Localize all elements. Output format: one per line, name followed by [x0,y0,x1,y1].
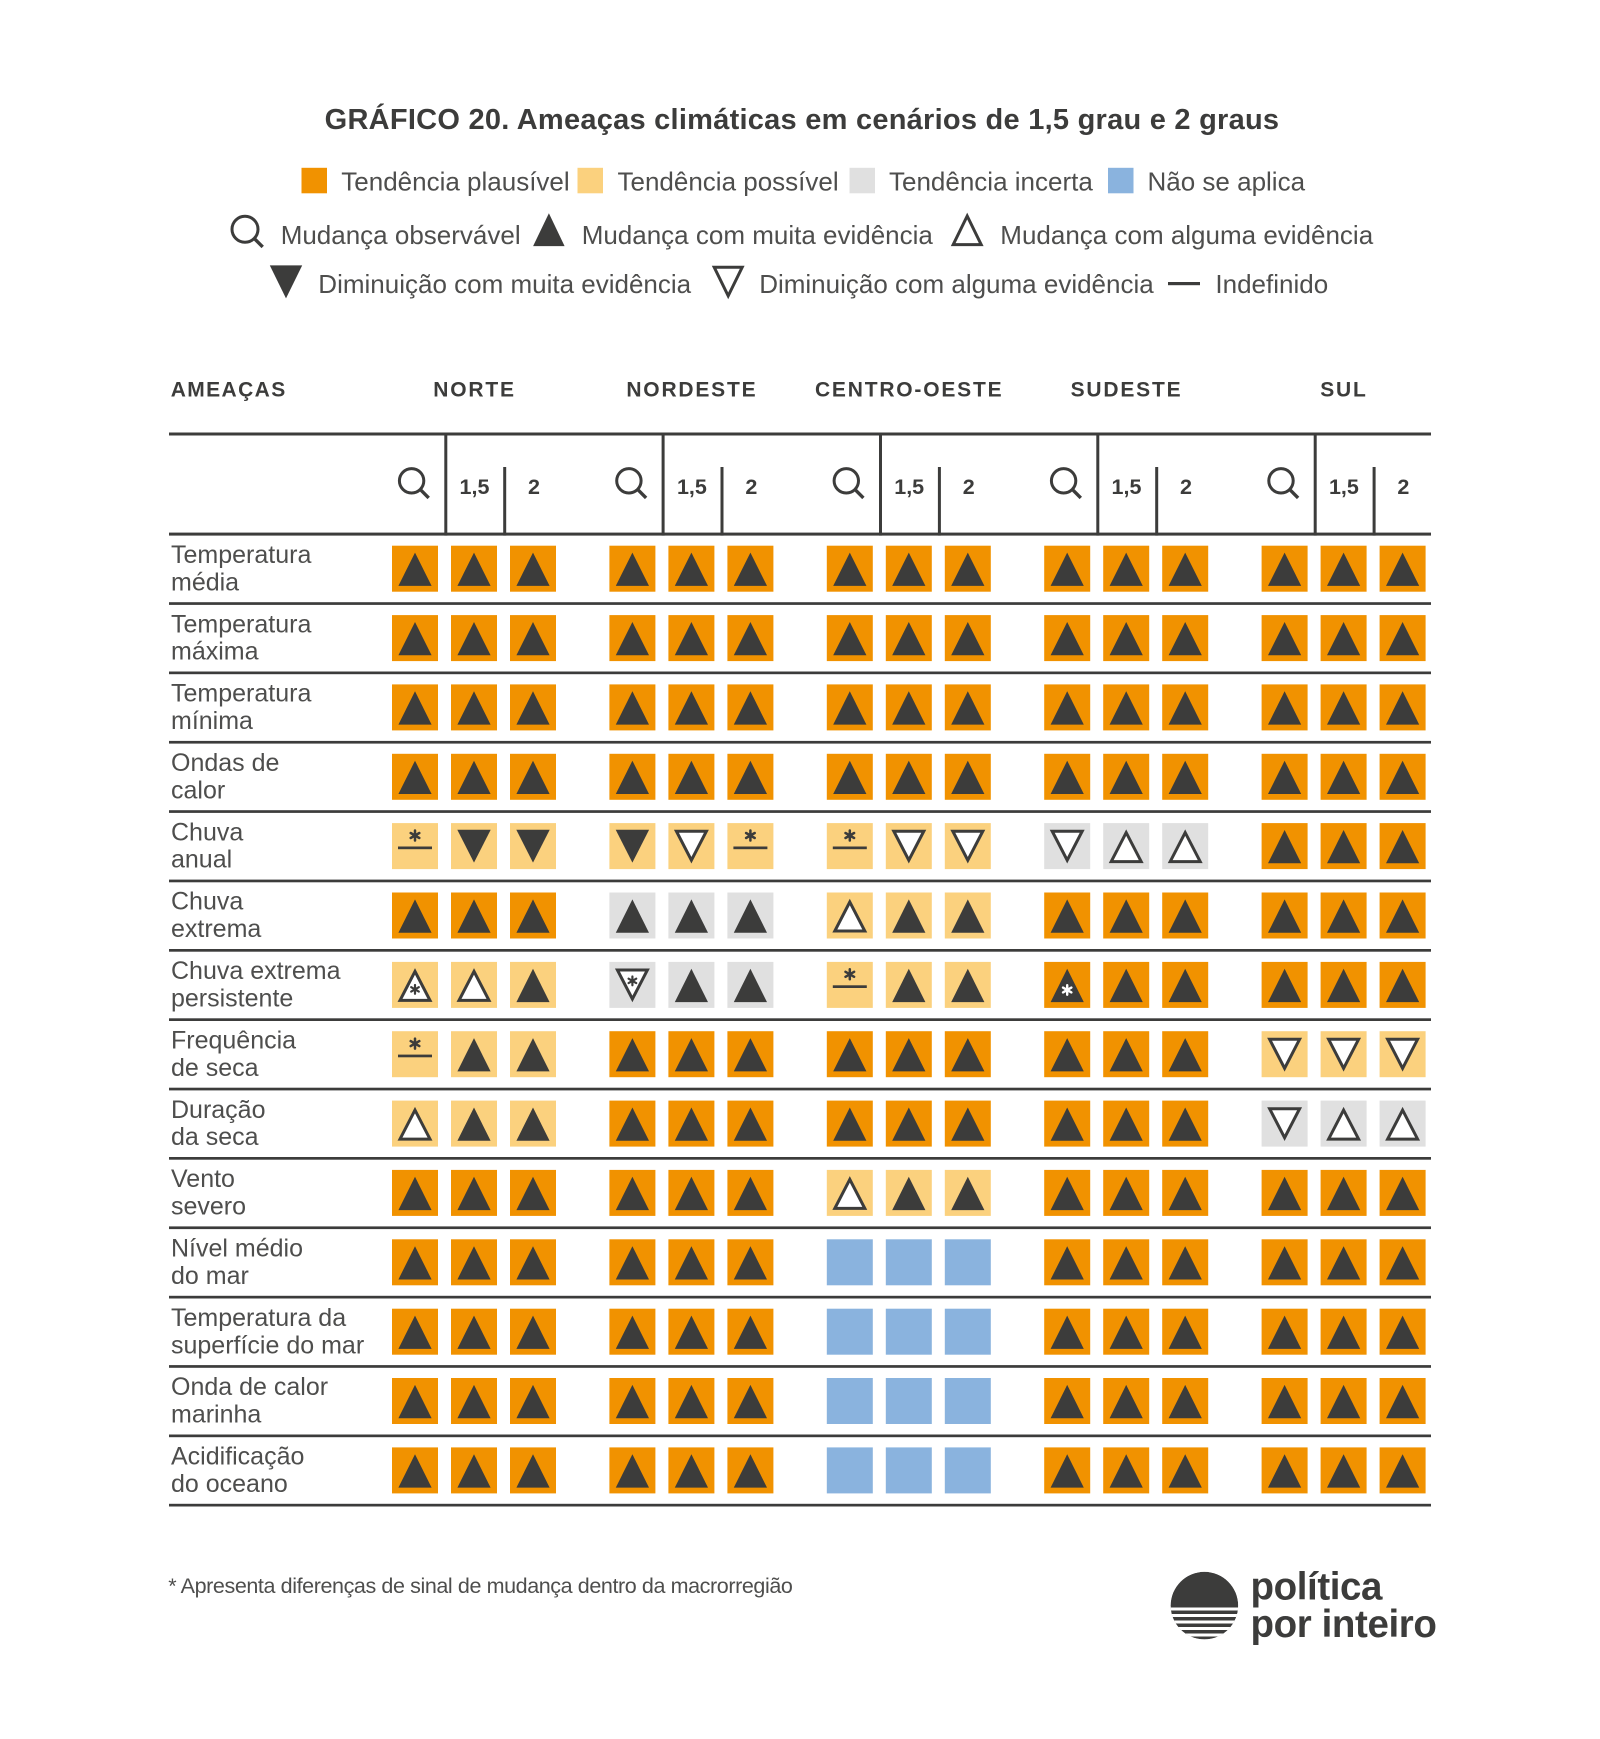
svg-text:1,5: 1,5 [460,475,490,499]
svg-text:NORTE: NORTE [433,379,516,402]
svg-text:SUDESTE: SUDESTE [1071,379,1183,402]
svg-text:mínima: mínima [171,707,253,735]
svg-text:Temperatura da: Temperatura da [171,1304,346,1332]
svg-text:Diminuição com muita evidência: Diminuição com muita evidência [318,269,691,299]
svg-text:Mudança com alguma evidência: Mudança com alguma evidência [1000,220,1373,250]
svg-text:Chuva: Chuva [171,888,243,916]
svg-text:1,5: 1,5 [1112,475,1142,499]
svg-text:marinha: marinha [171,1401,261,1429]
svg-text:2: 2 [1180,475,1192,499]
svg-text:Temperatura: Temperatura [171,541,311,569]
svg-text:calor: calor [171,776,225,804]
svg-text:de seca: de seca [171,1054,259,1082]
svg-text:1,5: 1,5 [1329,475,1359,499]
svg-text:Tendência possível: Tendência possível [618,167,839,197]
svg-text:por inteiro: por inteiro [1251,1603,1437,1646]
svg-text:persistente: persistente [171,985,293,1013]
svg-text:1,5: 1,5 [677,475,707,499]
svg-text:Ondas de: Ondas de [171,749,279,777]
svg-text:NORDESTE: NORDESTE [626,379,757,402]
svg-text:Frequência: Frequência [171,1026,296,1054]
svg-text:Tendência plausível: Tendência plausível [341,167,569,197]
svg-text:2: 2 [1397,475,1409,499]
svg-text:Mudança observável: Mudança observável [281,220,521,250]
svg-text:do mar: do mar [171,1262,249,1290]
svg-text:Chuva extrema: Chuva extrema [171,957,341,985]
svg-text:máxima: máxima [171,638,259,666]
svg-text:Temperatura: Temperatura [171,680,311,708]
svg-text:Diminuição com alguma evidênci: Diminuição com alguma evidência [759,269,1154,299]
svg-text:Nível médio: Nível médio [171,1235,303,1263]
svg-text:média: média [171,568,239,596]
svg-text:Indefinido: Indefinido [1215,269,1328,299]
svg-text:do oceano: do oceano [171,1470,288,1498]
svg-text:Chuva: Chuva [171,818,243,846]
svg-text:Tendência incerta: Tendência incerta [889,167,1093,197]
svg-text:* Apresenta diferenças de sina: * Apresenta diferenças de sinal de mudan… [168,1574,793,1598]
svg-text:AMEAÇAS: AMEAÇAS [171,379,287,402]
svg-text:política: política [1251,1565,1384,1608]
svg-text:anual: anual [171,846,232,874]
svg-text:2: 2 [528,475,540,499]
svg-text:1,5: 1,5 [894,475,924,499]
svg-text:Mudança com muita evidência: Mudança com muita evidência [582,220,934,250]
svg-text:Temperatura: Temperatura [171,610,311,638]
svg-text:severo: severo [171,1193,246,1221]
svg-text:CENTRO-OESTE: CENTRO-OESTE [815,379,1003,402]
svg-text:GRÁFICO 20. Ameaças climáticas: GRÁFICO 20. Ameaças climáticas em cenári… [325,102,1280,136]
svg-text:SUL: SUL [1320,379,1367,402]
svg-text:superfície do mar: superfície do mar [171,1331,364,1359]
svg-text:2: 2 [963,475,975,499]
svg-text:Onda de calor: Onda de calor [171,1373,328,1401]
svg-text:Duração: Duração [171,1096,266,1124]
svg-text:da seca: da seca [171,1123,259,1151]
svg-text:Acidificação: Acidificação [171,1443,304,1471]
svg-text:Vento: Vento [171,1165,235,1193]
svg-text:Não se aplica: Não se aplica [1148,167,1306,197]
svg-text:extrema: extrema [171,915,261,943]
svg-text:2: 2 [745,475,757,499]
